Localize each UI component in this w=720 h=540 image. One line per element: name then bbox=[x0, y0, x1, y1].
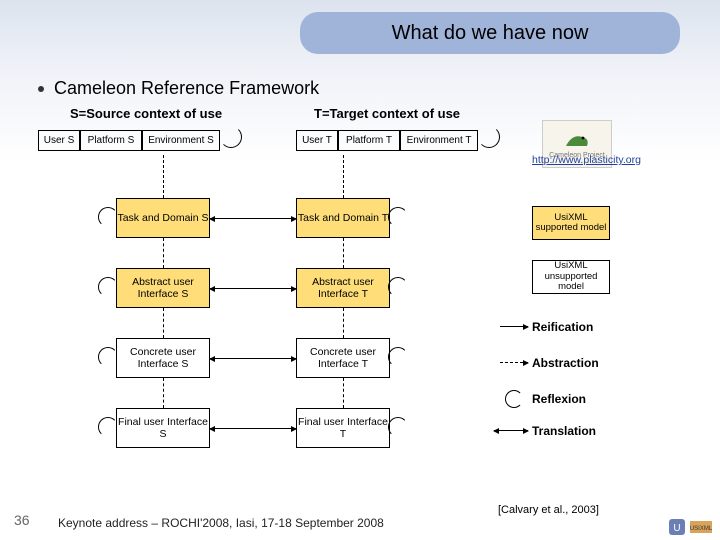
cell-user-s: User S bbox=[38, 130, 80, 151]
vconn-t-3-4 bbox=[343, 378, 344, 408]
vconn-s-0-1 bbox=[163, 155, 164, 198]
box-task-s: Task and Domain S bbox=[116, 198, 210, 238]
legend-translation-arrow bbox=[494, 430, 528, 431]
vconn-s-2-3 bbox=[163, 308, 164, 338]
header-target: T=Target context of use bbox=[314, 106, 460, 121]
corner-logos: U USIXML bbox=[668, 518, 712, 536]
legend-abstraction: Abstraction bbox=[532, 356, 599, 370]
legend-supported-box: UsiXML supported model bbox=[532, 206, 610, 240]
loop-task-t bbox=[388, 207, 408, 227]
bullet-icon bbox=[38, 86, 44, 92]
bullet-text: Cameleon Reference Framework bbox=[54, 78, 319, 99]
vconn-t-1-2 bbox=[343, 238, 344, 268]
box-abstract-s: Abstract user Interface S bbox=[116, 268, 210, 308]
vconn-s-1-2 bbox=[163, 238, 164, 268]
slide-title-pill: What do we have now bbox=[300, 12, 680, 54]
svg-text:U: U bbox=[673, 523, 680, 534]
self-loop-triple-t bbox=[478, 126, 500, 148]
box-concrete-t: Concrete user Interface T bbox=[296, 338, 390, 378]
translation-arrow-3 bbox=[210, 358, 296, 359]
cell-platform-t: Platform T bbox=[338, 130, 400, 151]
slide-title: What do we have now bbox=[392, 22, 589, 45]
plasticity-link[interactable]: http://www.plasticity.org bbox=[532, 154, 641, 166]
cell-environment-t: Environment T bbox=[400, 130, 478, 151]
svg-text:USIXML: USIXML bbox=[690, 526, 712, 532]
legend-reflexion: Reflexion bbox=[532, 392, 586, 406]
header-source: S=Source context of use bbox=[70, 106, 222, 121]
cell-platform-s: Platform S bbox=[80, 130, 142, 151]
bullet-row: Cameleon Reference Framework bbox=[38, 78, 319, 99]
legend-abstraction-arrow bbox=[500, 362, 528, 363]
legend-reflexion-loop bbox=[505, 390, 523, 408]
box-final-t: Final user Interface T bbox=[296, 408, 390, 448]
citation: [Calvary et al., 2003] bbox=[498, 504, 599, 516]
context-triple-source: User S Platform S Environment S bbox=[38, 130, 220, 151]
cell-user-t: User T bbox=[296, 130, 338, 151]
cell-environment-s: Environment S bbox=[142, 130, 220, 151]
usixml-logo-icon: USIXML bbox=[690, 518, 712, 536]
vconn-t-0-1 bbox=[343, 155, 344, 198]
legend-reification: Reification bbox=[532, 320, 593, 334]
legend-unsupported-box: UsiXML unsupported model bbox=[532, 260, 610, 294]
translation-arrow-4 bbox=[210, 428, 296, 429]
self-loop-triple-s bbox=[220, 126, 242, 148]
loop-concrete-t bbox=[388, 347, 408, 367]
chameleon-icon bbox=[563, 130, 591, 150]
context-triple-target: User T Platform T Environment T bbox=[296, 130, 478, 151]
loop-task-s bbox=[98, 207, 118, 227]
slide-number: 36 bbox=[14, 512, 30, 528]
loop-final-t bbox=[388, 417, 408, 437]
footer-text: Keynote address – ROCHI'2008, Iasi, 17-1… bbox=[58, 516, 384, 530]
vconn-t-2-3 bbox=[343, 308, 344, 338]
legend-reification-arrow bbox=[500, 326, 528, 327]
box-abstract-t: Abstract user Interface T bbox=[296, 268, 390, 308]
vconn-s-3-4 bbox=[163, 378, 164, 408]
u-logo-icon: U bbox=[668, 518, 686, 536]
loop-abstract-t bbox=[388, 277, 408, 297]
legend-translation: Translation bbox=[532, 424, 596, 438]
box-final-s: Final user Interface S bbox=[116, 408, 210, 448]
legend-supported-text: UsiXML supported model bbox=[533, 213, 609, 234]
box-concrete-s: Concrete user Interface S bbox=[116, 338, 210, 378]
translation-arrow-1 bbox=[210, 218, 296, 219]
loop-abstract-s bbox=[98, 277, 118, 297]
legend-unsupported-text: UsiXML unsupported model bbox=[533, 261, 609, 292]
translation-arrow-2 bbox=[210, 288, 296, 289]
box-task-t: Task and Domain T bbox=[296, 198, 390, 238]
loop-concrete-s bbox=[98, 347, 118, 367]
loop-final-s bbox=[98, 417, 118, 437]
